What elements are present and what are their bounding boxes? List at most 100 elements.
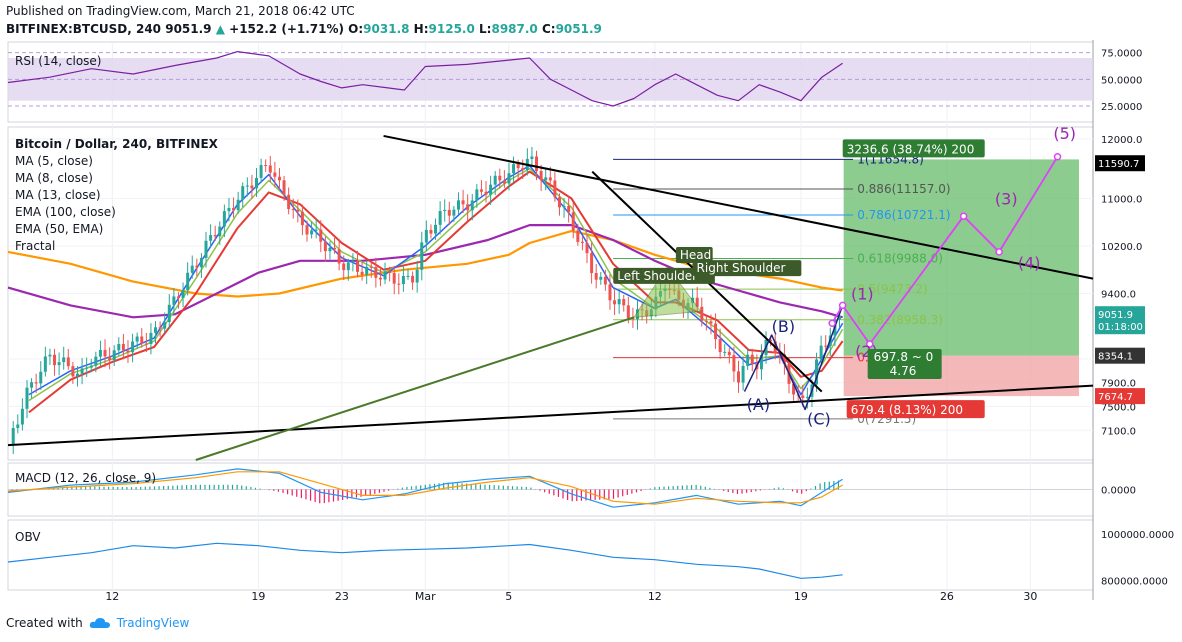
rr-label-line2: 4.76: [890, 364, 917, 378]
symbol: BITFINEX:BTCUSD, 240: [6, 22, 162, 36]
candle-body: [746, 354, 750, 366]
ma13-line: [28, 170, 844, 414]
projection-point: [828, 319, 836, 327]
pattern-label: Right Shoulder: [697, 261, 786, 275]
candle-body: [535, 156, 539, 172]
candle-body: [626, 305, 630, 319]
candle-body: [135, 336, 139, 342]
wave-label: (3): [995, 189, 1018, 208]
candle-body: [66, 357, 70, 367]
candle-body: [475, 189, 479, 201]
candle-body: [20, 408, 24, 425]
candle-body: [567, 205, 571, 213]
rsi-tick-label: 25.0000: [1101, 102, 1142, 113]
candle-body: [195, 265, 199, 268]
rsi-tick-label: 50.0000: [1101, 75, 1142, 86]
macd-tick-label: 0.0000: [1101, 486, 1136, 497]
candle-body: [287, 194, 291, 210]
candle-body: [397, 283, 401, 285]
fib-level-label: 0.5(9473.2): [857, 282, 927, 296]
projection-point: [1053, 152, 1062, 161]
candle-body: [62, 357, 66, 363]
high-value: 9125.0: [428, 22, 475, 36]
wave-label: (A): [747, 395, 770, 414]
candle-body: [461, 200, 465, 205]
candle-body: [213, 235, 217, 237]
candle-body: [576, 230, 580, 242]
candle-body: [337, 249, 341, 264]
last-price: 9051.9: [165, 22, 212, 36]
open-value: 9031.8: [363, 22, 410, 36]
price-tick-label: 12000.0: [1101, 135, 1142, 146]
candle-body: [732, 355, 736, 372]
candle-body: [805, 396, 809, 398]
candle-body: [241, 186, 245, 200]
candle-body: [319, 229, 323, 242]
candle-body: [631, 318, 635, 320]
candle-body: [282, 180, 286, 195]
change: +152.2 (+1.71%): [229, 22, 344, 36]
candle-body: [759, 354, 763, 370]
price-axis-badge-label: 9051.9: [1098, 310, 1133, 321]
candle-body: [98, 349, 102, 357]
candle-body: [599, 276, 603, 280]
candle-body: [121, 344, 125, 351]
candle-body: [16, 424, 20, 428]
candle-body: [443, 209, 447, 212]
candle-body: [782, 354, 786, 364]
candle-body: [819, 345, 823, 360]
rr-label-bg: [867, 348, 942, 379]
candle-body: [232, 208, 236, 211]
candle-body: [507, 173, 511, 184]
x-tick-label: 12: [648, 590, 662, 603]
candle-body: [250, 185, 254, 189]
candle-body: [264, 165, 268, 167]
candle-body: [571, 212, 575, 231]
price-legend-item: MA (5, close): [15, 154, 93, 168]
candle-body: [236, 199, 240, 211]
candle-body: [415, 269, 419, 283]
candle-body: [103, 349, 107, 357]
pattern-label: Left Shoulder: [617, 269, 697, 283]
ma5-line: [28, 164, 844, 396]
candle-body: [498, 175, 502, 181]
tradingview-brand[interactable]: TradingView: [116, 616, 190, 630]
candle-body: [709, 321, 713, 324]
candle-body: [704, 320, 708, 322]
projection-point: [865, 340, 874, 348]
price-axis-badge: [1095, 155, 1145, 172]
candle-body: [176, 296, 180, 299]
candle-body: [48, 354, 52, 357]
stop-label-bg: [846, 400, 985, 419]
candle-body: [11, 427, 15, 446]
candle-body: [186, 272, 190, 290]
candle-body: [89, 365, 93, 368]
candle-body: [149, 332, 153, 345]
candle-body: [43, 356, 47, 372]
target-zone: [843, 159, 1079, 356]
candle-body: [479, 189, 483, 192]
price-tick-label: 11000.0: [1101, 194, 1142, 205]
price-tick-label: 7500.0: [1101, 402, 1136, 413]
projection-point: [959, 212, 968, 220]
x-tick-label: 23: [335, 590, 349, 603]
candle-body: [406, 275, 410, 277]
wave-label: (5): [1053, 124, 1076, 143]
obv-tick-label: 800000.0000: [1101, 577, 1168, 588]
candle-body: [466, 204, 470, 211]
candle-body: [85, 367, 89, 369]
candle-body: [53, 354, 57, 366]
candle-body: [512, 164, 516, 174]
candle-body: [580, 241, 584, 243]
x-tick-label: 19: [794, 590, 808, 603]
candle-body: [227, 208, 231, 212]
candle-body: [617, 299, 621, 305]
fib-level-label: 0.886(11157.0): [857, 182, 950, 196]
candle-body: [590, 253, 594, 274]
projection-point: [838, 301, 847, 310]
candle-body: [438, 211, 442, 225]
candle-body: [181, 289, 185, 299]
candle-body: [328, 247, 332, 252]
obv-line: [7, 542, 843, 579]
